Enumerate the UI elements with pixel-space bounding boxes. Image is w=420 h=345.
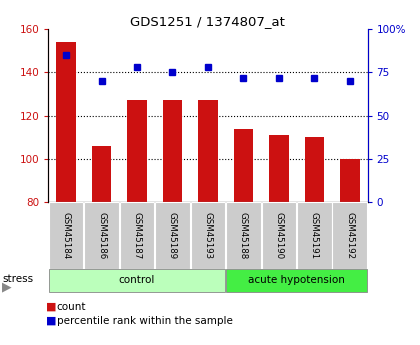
Bar	[340, 159, 360, 202]
Text: GSM45188: GSM45188	[239, 212, 248, 259]
Bar	[304, 137, 324, 202]
Bar	[163, 100, 182, 202]
Text: ▶: ▶	[2, 280, 12, 293]
Text: GSM45190: GSM45190	[274, 212, 284, 259]
Text: ■: ■	[46, 302, 57, 312]
Bar	[234, 128, 253, 202]
Bar	[198, 100, 218, 202]
Text: stress: stress	[2, 274, 33, 284]
Text: ■: ■	[46, 316, 57, 326]
Title: GDS1251 / 1374807_at: GDS1251 / 1374807_at	[131, 15, 285, 28]
Text: GSM45193: GSM45193	[203, 212, 213, 259]
Text: GSM45184: GSM45184	[62, 212, 71, 259]
Bar	[56, 42, 76, 202]
Text: GSM45189: GSM45189	[168, 212, 177, 259]
Bar	[127, 100, 147, 202]
Text: GSM45191: GSM45191	[310, 212, 319, 259]
Text: control: control	[119, 275, 155, 285]
Text: count: count	[57, 302, 86, 312]
Bar	[92, 146, 111, 202]
Text: acute hypotension: acute hypotension	[248, 275, 345, 285]
Bar	[269, 135, 289, 202]
Text: GSM45186: GSM45186	[97, 212, 106, 259]
Text: GSM45187: GSM45187	[132, 212, 142, 259]
Text: GSM45192: GSM45192	[345, 212, 354, 259]
Text: percentile rank within the sample: percentile rank within the sample	[57, 316, 233, 326]
